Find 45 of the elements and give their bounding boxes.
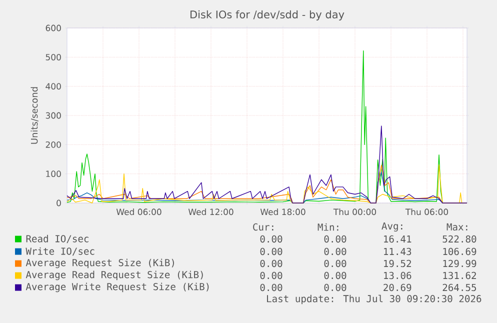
text: 11.43 xyxy=(384,248,412,256)
y-tick-label: 0 xyxy=(56,200,61,206)
text: 0.00 xyxy=(260,260,282,268)
y-tick-label: 500 xyxy=(46,54,61,60)
text: 0.00 xyxy=(260,284,282,292)
text: 522.80 xyxy=(442,235,476,243)
text: 129.99 xyxy=(443,260,476,268)
x-tick-label: Thu 06:00 xyxy=(405,208,448,216)
legend-label: Average Write Request Size (KiB) xyxy=(26,282,209,292)
text: 131.62 xyxy=(443,272,476,280)
text: Min: xyxy=(318,223,338,231)
legend-label: Read IO/sec xyxy=(26,234,88,244)
chart-title: Disk IOs for /dev/sdd - by day xyxy=(190,10,344,20)
text: 13.06 xyxy=(384,272,412,280)
text: 20.69 xyxy=(384,284,412,292)
text: Avg: xyxy=(382,222,402,232)
text: 16.41 xyxy=(384,235,412,243)
text: 0.00 xyxy=(324,284,346,292)
text: Cur: xyxy=(253,223,274,231)
text: Last update: Thu Jul 30 09:20:30 2026 xyxy=(267,294,482,304)
text: 19.52 xyxy=(384,260,411,268)
legend-label: Write IO/sec xyxy=(26,247,94,256)
y-tick-label: 100 xyxy=(46,170,61,178)
legend-label: Average Request Size (KiB) xyxy=(26,258,174,268)
text: 264.55 xyxy=(442,284,476,292)
x-tick-label: Thu 00:00 xyxy=(333,208,376,216)
y-tick-label: 400 xyxy=(46,83,61,90)
text: 0.00 xyxy=(324,272,346,280)
text: 0.00 xyxy=(324,235,346,243)
text: Max: xyxy=(446,223,468,231)
text: 0.00 xyxy=(260,248,282,256)
text: 0.00 xyxy=(324,248,346,256)
y-axis-title: Units/second xyxy=(30,87,38,144)
text: 0.00 xyxy=(260,235,282,243)
x-tick-label: Wed 12:00 xyxy=(188,208,234,216)
text: 0.00 xyxy=(260,272,282,280)
y-tick-label: 200 xyxy=(46,141,61,148)
y-tick-label: 300 xyxy=(46,112,61,119)
text: 0.00 xyxy=(324,260,346,268)
text: 106.69 xyxy=(443,248,476,256)
x-tick-label: Wed 06:00 xyxy=(116,208,162,216)
legend-label: Average Read Request Size (KiB) xyxy=(26,270,203,280)
line-series xyxy=(66,126,468,204)
y-tick-label: 600 xyxy=(46,24,61,32)
x-tick-label: Wed 18:00 xyxy=(260,208,306,216)
